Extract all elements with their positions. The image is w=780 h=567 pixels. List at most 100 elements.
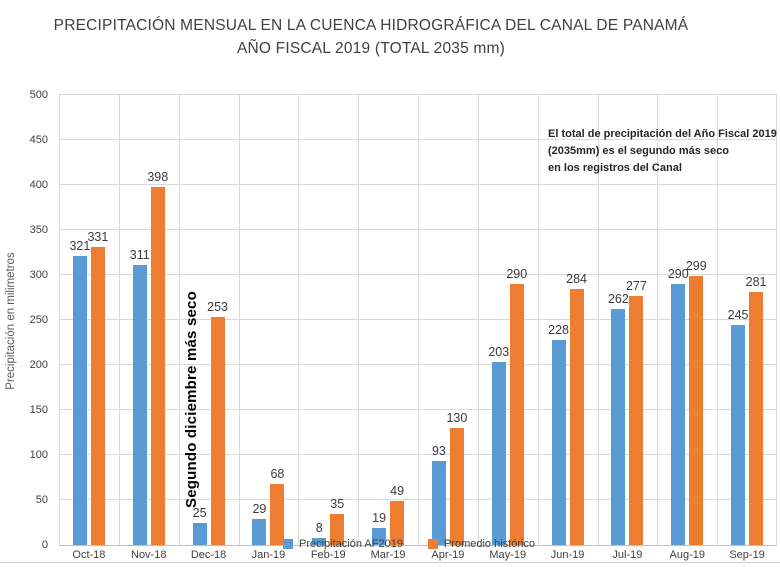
bar-value-label: 262 <box>607 292 629 307</box>
gridline-vertical <box>776 95 777 545</box>
bar-value-label: 253 <box>207 300 228 315</box>
y-tick-label: 400 <box>29 179 48 191</box>
x-axis-label: Nov-18 <box>131 549 167 561</box>
bar-value-label: 68 <box>270 466 285 481</box>
bar-af2019 <box>132 265 147 545</box>
chart-title: PRECIPITACIÓN MENSUAL EN LA CUENCA HIDRO… <box>0 14 742 60</box>
x-axis-label: Apr-19 <box>431 549 465 561</box>
bar-historico <box>150 186 165 545</box>
chart-frame-bottom-line <box>0 562 780 563</box>
annotation-note-line2: (2035mm) es el segundo más seco <box>548 145 729 157</box>
bar-historico <box>330 513 345 545</box>
bar-value-label: 311 <box>129 248 150 263</box>
y-tick-label: 350 <box>29 224 48 236</box>
bar-af2019 <box>252 518 267 545</box>
x-axis-label: Dec-18 <box>190 549 227 561</box>
gridline-vertical <box>179 95 180 545</box>
bar-af2019 <box>611 309 626 545</box>
bar-value-label: 8 <box>315 520 323 535</box>
bar-historico <box>90 247 105 545</box>
legend-swatch-historico-icon <box>427 539 438 549</box>
bar-historico <box>629 295 644 545</box>
bar-historico <box>749 292 764 545</box>
gridline-vertical <box>239 95 240 545</box>
bar-value-label: 245 <box>727 307 749 322</box>
bar-af2019 <box>671 284 686 545</box>
plot-area: 321 331 311 398 25 253 29 68 8 35 19 49 93 130 203 290 2… <box>59 94 777 546</box>
bar-historico <box>449 428 464 545</box>
bar-value-label: 228 <box>548 322 569 337</box>
bar-af2019 <box>731 324 746 545</box>
chart-title-line1: PRECIPITACIÓN MENSUAL EN LA CUENCA HIDRO… <box>53 17 689 34</box>
bar-value-label: 398 <box>147 169 169 184</box>
y-tick-label: 500 <box>29 89 48 101</box>
gridline-vertical <box>717 95 718 545</box>
bar-af2019 <box>431 461 446 545</box>
bar-af2019 <box>312 537 327 545</box>
bar-value-label: 93 <box>431 444 446 459</box>
x-axis-label: Aug-19 <box>669 549 705 561</box>
y-tick-label: 450 <box>29 134 48 146</box>
bar-historico <box>689 275 704 545</box>
legend-item-historico: Promedio histórico <box>427 538 536 550</box>
bar-af2019 <box>192 522 207 545</box>
gridline-vertical <box>657 95 658 545</box>
chart-title-line2: AÑO FISCAL 2019 (TOTAL 2035 mm) <box>236 40 506 57</box>
bar-value-label: 331 <box>87 230 109 245</box>
y-tick-label: 200 <box>29 359 48 371</box>
bar-value-label: 284 <box>566 272 587 287</box>
x-axis-label: Mar-19 <box>370 549 406 561</box>
annotation-note-line3: en los registros del Canal <box>548 162 682 174</box>
x-axis-label: Jul-19 <box>612 549 643 561</box>
bar-value-label: 277 <box>625 278 647 293</box>
bar-value-label: 49 <box>390 483 405 498</box>
gridline-vertical <box>598 95 599 545</box>
bar-af2019 <box>491 362 506 545</box>
bar-value-label: 290 <box>667 267 689 281</box>
bar-value-label: 321 <box>69 239 91 254</box>
legend-swatch-af2019-icon <box>283 539 293 549</box>
bar-historico <box>210 317 225 545</box>
bar-af2019 <box>551 339 566 545</box>
gridline-vertical <box>538 95 539 545</box>
gridline-vertical <box>298 95 299 545</box>
gridline-vertical <box>478 95 479 545</box>
x-axis-label: Jun-19 <box>550 549 585 561</box>
y-tick-label: 50 <box>35 494 48 506</box>
gridline-vertical <box>358 95 359 545</box>
bar-value-label: 130 <box>446 411 468 425</box>
legend: Precipitación AF2019 Promedio histórico <box>283 538 535 550</box>
bar-historico <box>390 500 405 545</box>
bar-historico <box>509 284 524 545</box>
bar-value-label: 299 <box>685 258 707 273</box>
bar-historico <box>569 289 584 545</box>
bar-value-label: 25 <box>192 505 207 520</box>
y-tick-label: 0 <box>41 539 48 551</box>
bar-af2019 <box>372 527 387 545</box>
bar-historico <box>270 483 285 545</box>
bar-value-label: 19 <box>372 510 387 525</box>
bar-value-label: 29 <box>252 501 267 516</box>
gridline-vertical <box>119 95 120 545</box>
annotation-december-vertical: Segundo diciembre más seco <box>183 291 200 508</box>
x-axis-label: Sep-19 <box>729 549 765 561</box>
gridline-vertical <box>418 95 419 545</box>
x-axis-label: Jan-19 <box>251 549 286 561</box>
y-tick-label: 100 <box>29 449 48 461</box>
bar-value-label: 281 <box>745 275 767 290</box>
annotation-total-note: El total de precipitación del Año Fiscal… <box>548 126 777 177</box>
bar-value-label: 35 <box>330 496 345 511</box>
bar-value-label: 290 <box>506 267 528 281</box>
legend-item-af2019: Precipitación AF2019 <box>283 538 403 550</box>
annotation-note-line1: El total de precipitación del Año Fiscal… <box>548 128 777 140</box>
x-axis-line <box>59 545 777 546</box>
legend-label-historico: Promedio histórico <box>443 538 536 550</box>
bar-af2019 <box>72 256 87 545</box>
gridline-vertical <box>59 95 60 545</box>
x-axis-label: Feb-19 <box>310 549 346 561</box>
gridline-horizontal <box>59 94 777 95</box>
x-axis-label: Oct-18 <box>72 549 106 561</box>
y-tick-label: 250 <box>29 314 48 326</box>
legend-label-af2019: Precipitación AF2019 <box>299 538 403 550</box>
